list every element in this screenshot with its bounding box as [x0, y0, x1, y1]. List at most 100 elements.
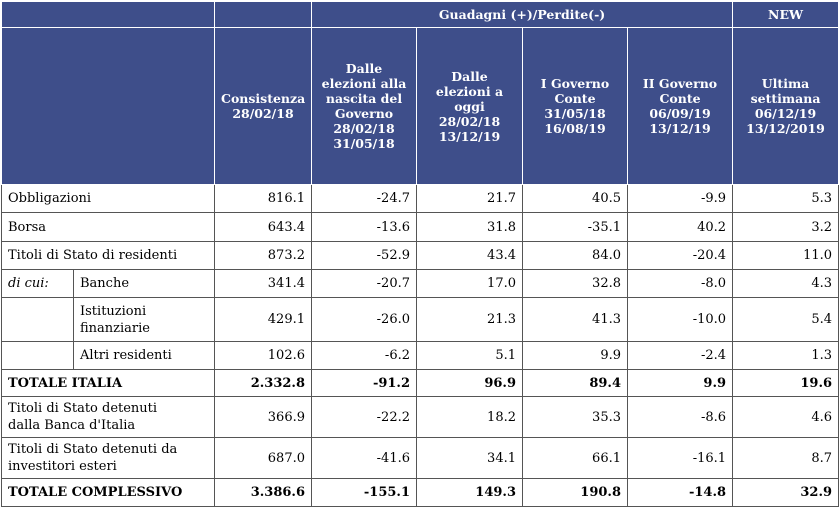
cell: 5.1 [416, 341, 523, 370]
cell: 41.3 [522, 297, 628, 342]
cell: -6.2 [311, 341, 417, 370]
header-col-elezioni-oggi: Dalle elezioni a oggi 28/02/18 13/12/19 [416, 27, 523, 185]
header-line: I Governo [540, 76, 610, 91]
cell: 2.332.8 [214, 369, 312, 397]
cell: 3.2 [732, 212, 839, 242]
header-line: 28/02/18 [333, 121, 395, 136]
cell: 40.2 [626, 212, 734, 242]
cell: 66.1 [522, 437, 628, 479]
cell: 43.4 [416, 241, 523, 270]
header-line: 13/12/19 [649, 121, 711, 136]
row-prefix-blank [1, 341, 74, 370]
cell: 429.1 [214, 297, 312, 342]
cell: 3.386.6 [214, 478, 312, 507]
row-label-line: Titoli di Stato detenuti [8, 401, 158, 416]
cell: -24.7 [311, 184, 417, 213]
table-row-total: TOTALE COMPLESSIVO 3.386.6 -155.1 149.3 … [1, 478, 839, 507]
table-row: Istituzioni finanziarie 429.1 -26.0 21.3… [1, 297, 839, 342]
table-row: Borsa 643.4 -13.6 31.8 -35.1 40.2 3.2 [1, 212, 839, 242]
cell: 21.7 [416, 184, 523, 213]
header-blank [1, 1, 215, 28]
header-line: 13/12/19 [438, 128, 501, 144]
header-line: settimana [750, 91, 821, 106]
header-line: 28/02/18 [232, 106, 294, 121]
row-label: Banche [73, 269, 215, 298]
header-line: Dalle [451, 68, 488, 84]
cell: 873.2 [214, 241, 312, 270]
row-label: TOTALE COMPLESSIVO [1, 478, 215, 507]
cell: 18.2 [416, 396, 523, 438]
table-row: Titoli di Stato detenuti da investitori … [1, 437, 839, 479]
cell: -52.9 [311, 241, 417, 270]
header-line: Conte [659, 91, 701, 106]
row-label-line: Istituzioni [80, 303, 147, 319]
row-label-line: Titoli di Stato detenuti da [8, 442, 178, 457]
row-label-line: finanziarie [80, 320, 150, 336]
header-line: Dalle [345, 61, 383, 76]
cell: -14.8 [626, 478, 734, 507]
cell: 5.3 [732, 184, 839, 213]
cell: 4.3 [732, 269, 839, 298]
cell: -8.0 [626, 269, 734, 298]
cell: -13.6 [311, 212, 417, 242]
row-label: Titoli di Stato di residenti [1, 241, 215, 270]
header-line: Ultima [761, 76, 810, 91]
row-label-line: investitori esteri [8, 459, 117, 474]
header-line: 28/02/18 [438, 113, 501, 129]
cell: 19.6 [732, 369, 839, 397]
header-col-ultima-settimana: Ultima settimana 06/12/19 13/12/2019 [732, 27, 839, 185]
table-row-total: TOTALE ITALIA 2.332.8 -91.2 96.9 89.4 9.… [1, 369, 839, 397]
header-line: Governo [334, 106, 394, 121]
cell: -22.2 [311, 396, 417, 438]
cell: -35.1 [522, 212, 628, 242]
cell: 1.3 [732, 341, 839, 370]
header-col-governo-conte-1: I Governo Conte 31/05/18 16/08/19 [522, 27, 628, 185]
row-prefix: di cui: [1, 269, 74, 298]
cell: 816.1 [214, 184, 312, 213]
cell: 102.6 [214, 341, 312, 370]
cell: 17.0 [416, 269, 523, 298]
cell: 32.9 [732, 478, 839, 507]
cell: -20.7 [311, 269, 417, 298]
header-line: II Governo [642, 76, 718, 91]
cell: 9.9 [626, 369, 734, 397]
cell: -26.0 [311, 297, 417, 342]
cell: 32.8 [522, 269, 628, 298]
header-blank-2 [214, 1, 312, 28]
row-label: TOTALE ITALIA [1, 369, 215, 397]
cell: 35.3 [522, 396, 628, 438]
cell: -2.4 [626, 341, 734, 370]
table-row: di cui: Banche 341.4 -20.7 17.0 32.8 -8.… [1, 269, 839, 298]
cell: 31.8 [416, 212, 523, 242]
cell: 190.8 [522, 478, 628, 507]
cell: -20.4 [626, 241, 734, 270]
cell: -41.6 [311, 437, 417, 479]
header-col-elezioni-nascita: Dalle elezioni alla nascita del Governo … [311, 27, 417, 185]
cell: 341.4 [214, 269, 312, 298]
table-row: Altri residenti 102.6 -6.2 5.1 9.9 -2.4 … [1, 341, 839, 370]
cell: 34.1 [416, 437, 523, 479]
row-label: Obbligazioni [1, 184, 215, 213]
row-label: Istituzioni finanziarie [73, 297, 215, 342]
cell: 643.4 [214, 212, 312, 242]
header-group-gains: Guadagni (+)/Perdite(-) [310, 1, 734, 28]
table-row: Titoli di Stato di residenti 873.2 -52.9… [1, 241, 839, 270]
header-line: elezioni alla [321, 76, 407, 91]
cell: -155.1 [311, 478, 417, 507]
cell: 40.5 [522, 184, 628, 213]
cell: 89.4 [522, 369, 628, 397]
header-line: nascita del [325, 91, 403, 106]
cell: -8.6 [626, 396, 734, 438]
cell: -10.0 [626, 297, 734, 342]
header-col-consistenza: Consistenza 28/02/18 [214, 27, 312, 185]
row-label: Altri residenti [73, 341, 215, 370]
header-line: 06/12/19 [754, 106, 817, 121]
header-line: 31/05/18 [544, 106, 606, 121]
cell: 149.3 [416, 478, 523, 507]
cell: 9.9 [522, 341, 628, 370]
row-label: Titoli di Stato detenuti dalla Banca d'I… [1, 396, 215, 438]
cell: -91.2 [311, 369, 417, 397]
cell: 84.0 [522, 241, 628, 270]
header-line: 13/12/2019 [746, 121, 825, 136]
